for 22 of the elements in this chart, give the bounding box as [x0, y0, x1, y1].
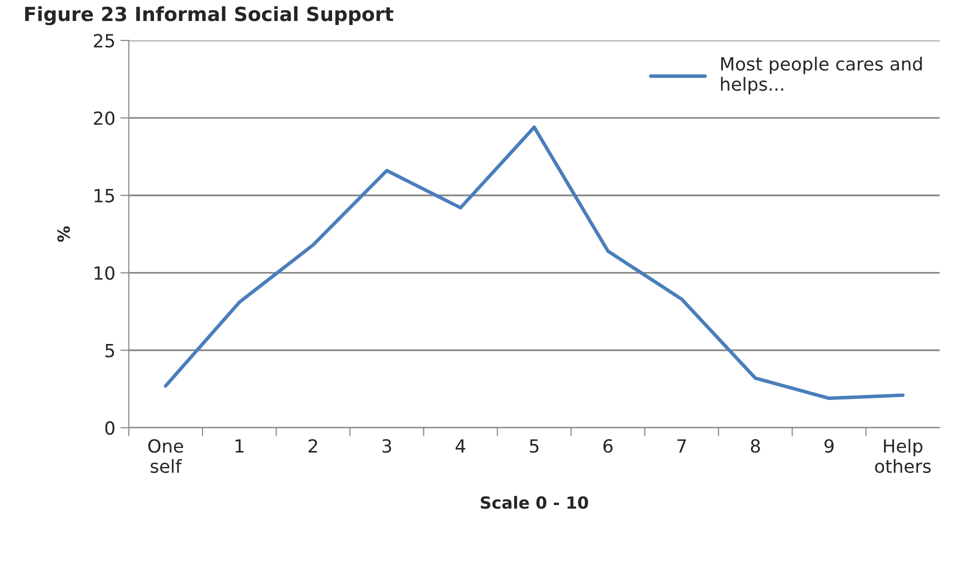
x-axis-title: Scale 0 - 10	[480, 496, 588, 509]
y-tick-label: 5	[106, 344, 114, 358]
y-tick-label: 20	[94, 111, 114, 126]
y-tick-label: 0	[105, 421, 114, 435]
x-tick-label: 9	[824, 439, 834, 453]
chart-title: Figure 23 Informal Social Support	[25, 6, 394, 26]
legend-label: Most people cares and helps...	[721, 56, 922, 94]
x-tick-label: 3	[382, 439, 392, 453]
y-tick-label: 25	[94, 34, 114, 48]
x-tick-label: 8	[750, 439, 760, 453]
x-tick-label: One self	[148, 439, 184, 474]
y-tick-label: 10	[94, 266, 114, 280]
y-tick-label: 15	[94, 189, 114, 202]
x-tick-label: 7	[677, 439, 686, 453]
x-tick-label: 6	[603, 439, 613, 453]
y-axis-title: %	[57, 226, 70, 242]
x-tick-label: Help others	[875, 438, 931, 474]
x-tick-label: 5	[530, 439, 538, 453]
x-tick-label: 4	[456, 439, 466, 453]
x-tick-label: 2	[308, 439, 318, 453]
line-series	[164, 125, 905, 400]
x-tick-label: 1	[236, 439, 244, 453]
